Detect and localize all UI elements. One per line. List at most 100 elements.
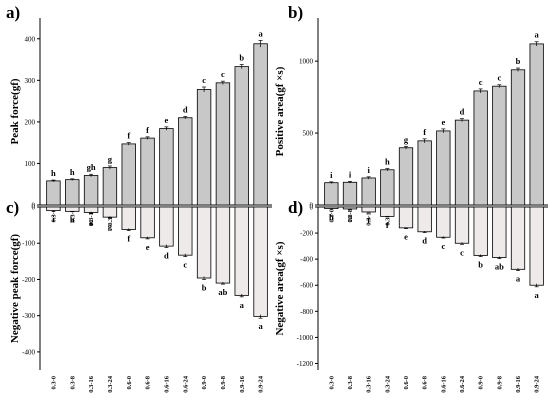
- significance-letter: e: [146, 242, 150, 252]
- x-tick-label: 0.6-0: [403, 376, 410, 390]
- bar-0.6-0: [121, 143, 136, 206]
- bar-0.9-24: [529, 206, 544, 286]
- x-tick-label: 0.3-16: [88, 208, 95, 226]
- bar-0.9-0: [473, 206, 488, 256]
- bar-0.6-16: [436, 130, 451, 206]
- bar-0.6-24: [454, 119, 470, 206]
- bar-0.3-16: [361, 206, 376, 213]
- significance-letter: f: [127, 131, 130, 141]
- x-tick-label: 0.3-8: [69, 208, 76, 222]
- panel-label: a): [6, 3, 20, 22]
- bar-0.6-0: [398, 147, 414, 206]
- bar-0.3-0: [324, 182, 339, 206]
- significance-letter: c: [441, 241, 445, 251]
- y-tick-label: -400: [22, 348, 35, 356]
- significance-letter: gh: [87, 162, 96, 172]
- x-tick-label: 0.3-24: [384, 375, 391, 393]
- bar-0.9-8: [492, 206, 507, 258]
- bar-0.9-16: [234, 206, 249, 296]
- bar-0.6-8: [417, 140, 432, 206]
- x-tick-label: 0.9-8: [220, 375, 227, 389]
- significance-letter: d: [422, 236, 427, 246]
- y-tick-label: -800: [300, 308, 313, 316]
- panel-4: d) 0 -200 -400 -600 -800 -1000 -1200 Negative ar…: [274, 198, 548, 393]
- bar-0.9-0: [196, 89, 212, 206]
- x-tick-label: 0.3-16: [366, 208, 373, 226]
- significance-letter: g: [108, 221, 113, 231]
- y-tick-label: -200: [300, 230, 313, 238]
- panel-label: d): [288, 198, 303, 217]
- bar-0.6-16: [436, 206, 451, 238]
- x-tick-label: 0.3-8: [347, 208, 354, 222]
- x-tick-label: 0.9-0: [478, 376, 485, 390]
- y-tick-label: 0: [310, 204, 314, 212]
- bar-0.9-0: [473, 90, 488, 206]
- significance-letter: h: [51, 168, 56, 178]
- significance-letter: a: [535, 30, 540, 40]
- x-tick-label: 0.9-16: [515, 375, 522, 393]
- bar-0.9-24: [253, 206, 268, 317]
- significance-letter: d: [460, 107, 465, 117]
- y-tick-label: -100: [22, 240, 35, 248]
- x-tick-label: 0.3-8: [69, 375, 76, 389]
- x-tick-label: 0.9-24: [534, 375, 541, 393]
- bar-0.3-16: [361, 177, 376, 206]
- significance-letter: ab: [218, 287, 227, 297]
- significance-letter: a: [240, 300, 245, 310]
- significance-letter: b: [239, 53, 244, 63]
- y-tick-label: 0: [32, 202, 36, 210]
- significance-letter: b: [202, 282, 207, 292]
- significance-letter: e: [441, 117, 445, 127]
- significance-letter: h: [70, 167, 75, 177]
- x-tick-label: 0.9-16: [239, 375, 246, 393]
- significance-letter: i: [52, 214, 55, 224]
- bar-0.6-0: [398, 206, 414, 229]
- bar-0.3-24: [102, 206, 118, 218]
- significance-letter: h: [385, 157, 390, 167]
- bar-0.6-24: [178, 206, 193, 256]
- significance-letter: c: [460, 247, 464, 257]
- y-tick-label: 500: [303, 130, 314, 138]
- bar-0.3-16: [83, 175, 99, 206]
- significance-letter: e: [165, 115, 169, 125]
- bar-0.3-24: [380, 206, 395, 217]
- bar-0.6-16: [159, 206, 174, 247]
- x-tick-label: 0.3-0: [50, 376, 57, 390]
- significance-letter: f: [146, 125, 149, 135]
- significance-letter: g: [404, 134, 409, 144]
- significance-letter: f: [127, 234, 130, 244]
- y-tick-label: -1200: [297, 360, 314, 368]
- y-tick-label: -200: [22, 276, 35, 284]
- y-axis-label: Negative area(gf ×s): [274, 241, 286, 335]
- x-tick-label: 0.3-24: [107, 375, 114, 393]
- significance-letter: d: [183, 104, 188, 114]
- x-tick-label: 0.6-8: [422, 375, 429, 389]
- bar-0.6-16: [159, 128, 174, 206]
- bar-0.3-0: [46, 206, 61, 212]
- significance-letter: g: [89, 216, 94, 226]
- x-tick-label: 0.3-0: [328, 376, 335, 390]
- x-tick-label: 0.9-8: [496, 375, 503, 389]
- bar-0.9-8: [215, 82, 231, 206]
- bar-0.3-24: [102, 167, 118, 206]
- x-tick-label: 0.6-0: [126, 376, 133, 390]
- bar-0.9-24: [253, 43, 268, 206]
- significance-letter: c: [202, 75, 206, 85]
- significance-letter: a: [516, 274, 521, 284]
- bar-0.9-16: [510, 69, 526, 206]
- bar-0.9-0: [196, 206, 212, 279]
- bar-0.9-16: [510, 206, 526, 270]
- y-tick-label: 0: [310, 202, 314, 210]
- y-tick-label: 0: [32, 204, 36, 212]
- significance-letter: i: [349, 169, 352, 179]
- significance-letter: h: [329, 212, 334, 222]
- significance-letter: a: [258, 28, 263, 38]
- y-tick-label: -1000: [297, 334, 314, 342]
- bar-0.3-24: [380, 169, 395, 206]
- x-tick-label: 0.6-16: [440, 375, 447, 393]
- significance-letter: i: [367, 165, 370, 175]
- y-tick-label: 300: [25, 77, 36, 85]
- bar-0.3-8: [65, 206, 80, 212]
